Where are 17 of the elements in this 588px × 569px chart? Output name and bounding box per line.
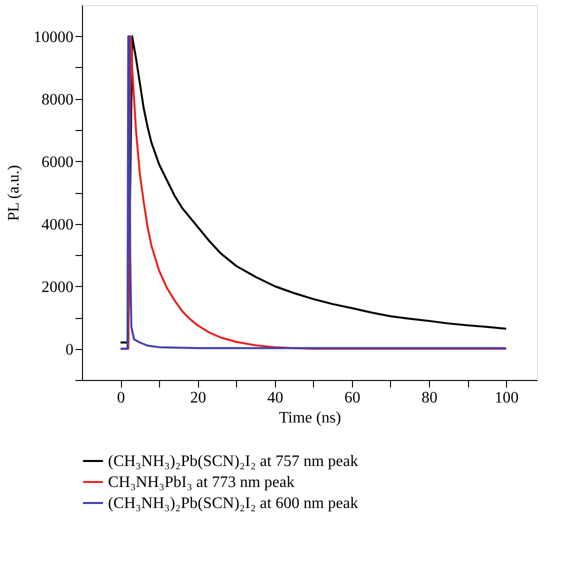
y-tick-label: 6000	[42, 154, 74, 171]
x-tick-label: 80	[422, 390, 438, 406]
y-tick-label: 8000	[42, 91, 74, 108]
legend-label: (CH₃NH₃)₂Pb(SCN)₂I₂ at 600 nm peak	[108, 495, 358, 512]
y-axis-title: PL (a.u.)	[6, 165, 22, 221]
legend-label: CH₃NH₃PbI₃ at 773 nm peak	[108, 474, 294, 491]
x-axis-title: Time (ns)	[278, 410, 342, 426]
y-tick-label: 0	[66, 341, 74, 358]
x-tick-label: 40	[267, 390, 284, 406]
y-tick-label: 4000	[42, 216, 74, 234]
y-tick-label: 10000	[34, 28, 74, 46]
legend-label: (CH₃NH₃)₂Pb(SCN)₂I₂ at 757 nm peak	[108, 453, 358, 470]
y-tick-label: 2000	[42, 278, 74, 296]
x-tick-label: 100	[494, 390, 519, 406]
x-tick-label: 0	[117, 390, 126, 406]
x-tick-label: 20	[190, 390, 206, 406]
x-tick-label: 60	[344, 390, 360, 406]
